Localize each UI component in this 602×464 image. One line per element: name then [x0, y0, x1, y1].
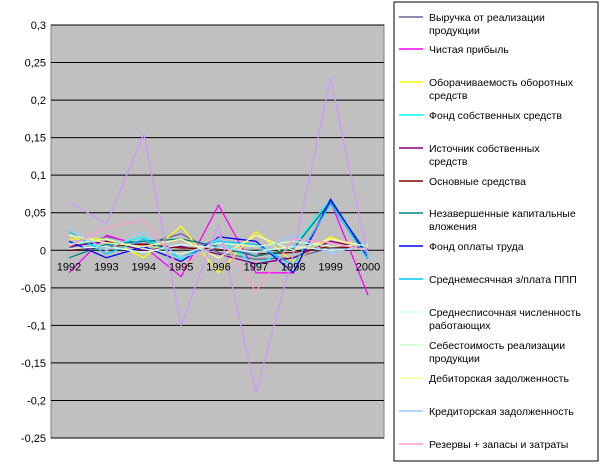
gridlines	[51, 24, 384, 439]
y-tick-label: 0	[40, 245, 46, 257]
legend-label: Источник собственных средств	[429, 143, 540, 168]
legend-label: Фонд собственных средств	[429, 110, 562, 122]
legend-label: Фонд оплаты труда	[429, 241, 524, 253]
series-line	[68, 219, 369, 293]
series-line	[68, 227, 369, 259]
series-line	[68, 76, 369, 394]
x-tick-label: 1994	[132, 261, 156, 273]
legend-label: Выручка от реализации продукции	[429, 12, 545, 37]
legend-label: Незавершенные капитальные вложения	[429, 208, 576, 233]
legend: Выручка от реализации продукции Чистая при…	[399, 12, 581, 451]
legend-label: Среднемесячная з/плата ППП	[429, 274, 577, 286]
series-line	[68, 238, 369, 255]
y-tick-label: 0,25	[25, 58, 46, 70]
x-tick-label: 1995	[169, 261, 193, 273]
y-tick-label: 0,05	[25, 208, 46, 220]
y-tick-label: -0,25	[21, 433, 46, 445]
legend-label: Себестоимость реализации продукции	[429, 340, 565, 365]
legend-box	[393, 1, 599, 462]
x-axis-ticks: 1992 1993 1994 1995 1996 1997 1998 1999 2000	[57, 261, 380, 273]
y-tick-label: 0,3	[31, 20, 46, 32]
x-tick-label: 1996	[206, 261, 230, 273]
legend-label: Резервы + запасы и затраты	[429, 439, 568, 451]
x-tick-label: 1993	[94, 261, 118, 273]
x-tick-label: 2000	[356, 261, 380, 273]
legend-label: Дебиторская задолженность	[429, 373, 569, 385]
x-tick-label: 1998	[281, 261, 305, 273]
x-tick-label: 1997	[244, 261, 268, 273]
y-tick-label: -0,1	[27, 320, 46, 332]
series-lines	[68, 76, 369, 394]
y-axis-ticks: 0,3 0,25 0,2 0,15 0,1 0,05 0 -0,05 -0,1 -0,15 -0,2…	[21, 20, 46, 445]
y-tick-label: 0,15	[25, 133, 46, 145]
legend-label: Среднесписочная численность работающих	[429, 307, 581, 332]
x-tick-label: 1999	[318, 261, 342, 273]
series-line	[68, 243, 369, 254]
y-tick-label: -0,15	[21, 358, 46, 370]
y-tick-label: -0,05	[21, 283, 46, 295]
legend-label: Кредиторская задолженность	[429, 406, 574, 418]
y-tick-label: 0,1	[31, 170, 46, 182]
legend-label: Чистая прибыль	[429, 44, 509, 56]
plot-area	[50, 24, 385, 439]
y-tick-label: 0,2	[31, 95, 46, 107]
legend-label: Оборачиваемость оборотных средств	[429, 77, 574, 102]
y-tick-label: -0,2	[27, 395, 46, 407]
legend-label: Основные средства	[429, 176, 526, 188]
x-tick-label: 1992	[57, 261, 81, 273]
